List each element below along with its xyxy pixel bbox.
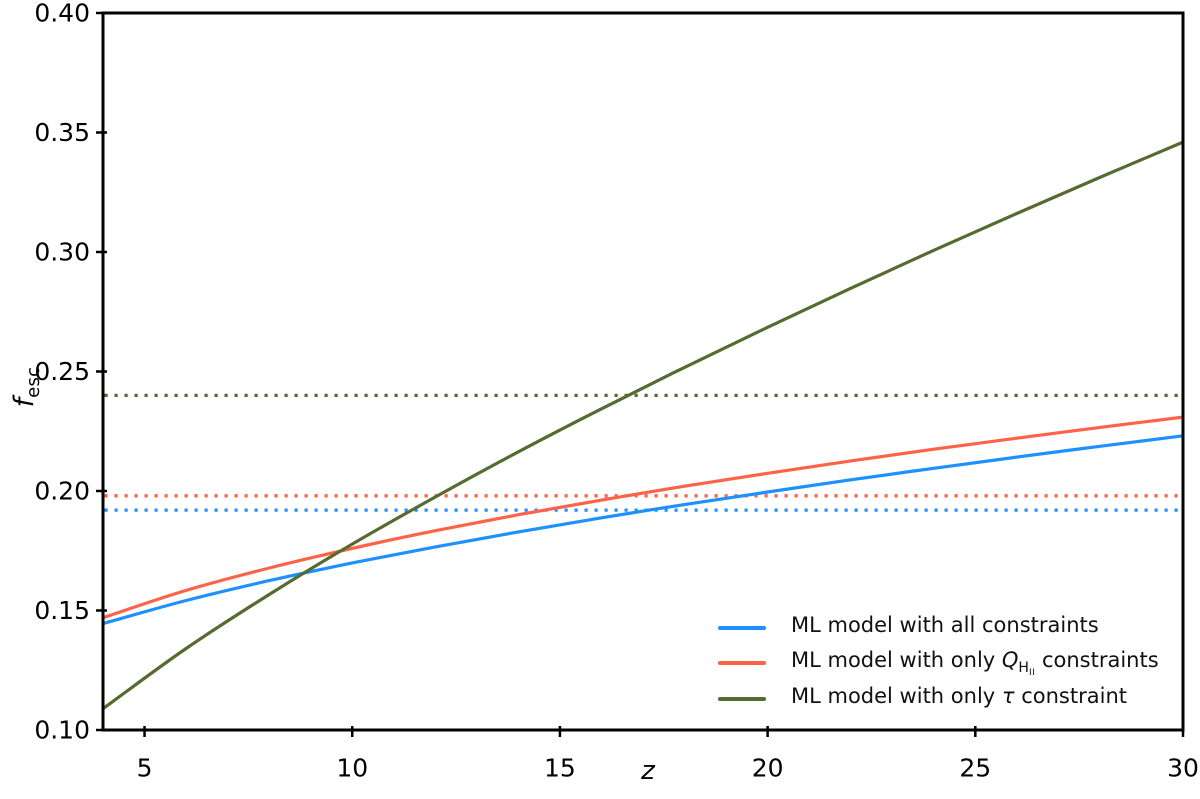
- legend-line-swatch-blue: [718, 625, 766, 630]
- x-tick-label: 5: [137, 753, 153, 782]
- x-tick-label: 25: [959, 753, 991, 782]
- x-tick-label: 20: [752, 753, 784, 782]
- legend-item-tau-constraint: ML model with only τ constraint: [718, 681, 1159, 717]
- series-line: [102, 415, 1184, 620]
- x-tick-label: 30: [1167, 753, 1199, 782]
- legend: ML model with all constraints ML model w…: [718, 610, 1159, 717]
- series-line: [102, 140, 1184, 710]
- legend-item-label: ML model with only τ constraint: [791, 683, 1127, 708]
- legend-item-all-constraints: ML model with all constraints: [718, 610, 1159, 646]
- legend-line-swatch-green: [718, 696, 766, 701]
- y-tick-label: 0.10: [34, 716, 90, 745]
- y-tick-label: 0.40: [34, 0, 90, 28]
- y-tick-label: 0.30: [34, 238, 90, 267]
- legend-line-swatch-red: [718, 661, 766, 666]
- y-tick-label: 0.20: [34, 477, 90, 506]
- legend-item-label: ML model with all constraints: [791, 612, 1099, 637]
- series-line: [102, 434, 1184, 626]
- y-axis-label-symbol: f: [9, 397, 40, 408]
- x-tick-label: 15: [544, 753, 576, 782]
- legend-item-label: ML model with only QHII constraints: [791, 648, 1159, 679]
- y-axis-label-subscript: esc: [23, 366, 44, 398]
- y-tick-label: 0.25: [34, 357, 90, 386]
- legend-item-qhii-constraints: ML model with only QHII constraints: [718, 646, 1159, 682]
- x-axis-label: z: [641, 756, 655, 786]
- x-tick-label: 10: [336, 753, 368, 782]
- y-tick-label: 0.15: [34, 596, 90, 625]
- y-tick-label: 0.35: [34, 118, 90, 147]
- y-axis-label: fesc: [2, 339, 48, 435]
